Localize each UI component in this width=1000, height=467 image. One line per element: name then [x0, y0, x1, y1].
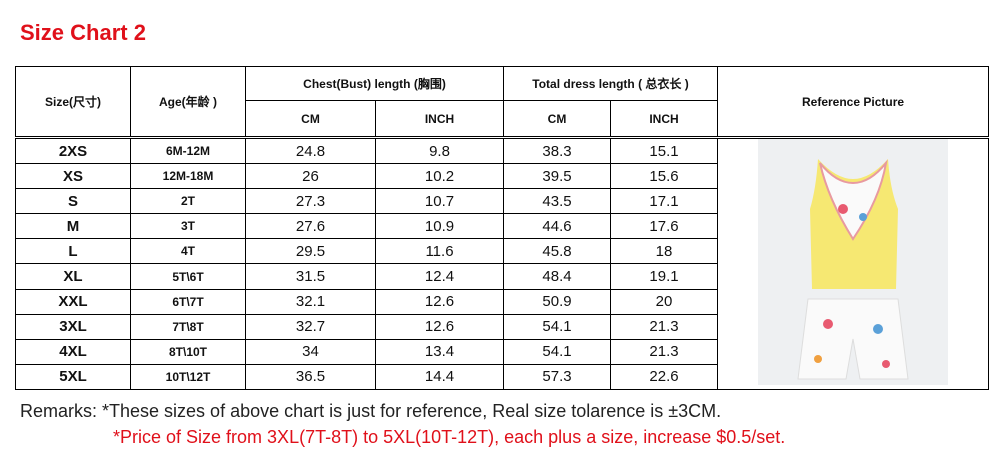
cell: L — [15, 238, 131, 265]
header-cell: INCH — [609, 100, 719, 138]
cell: 29.5 — [245, 238, 376, 265]
header-cell: Size(尺寸) — [15, 66, 131, 138]
header-cell: Reference Picture — [717, 66, 990, 138]
header-cell: Total dress length ( 总衣长 ) — [502, 66, 719, 101]
cell: 10T\12T — [130, 363, 246, 391]
data-row: 2XS 6M-12M 24.8 9.8 38.3 15.1 — [15, 135, 990, 390]
cell: XS — [15, 163, 131, 190]
cell: 34 — [245, 338, 376, 365]
title: Size Chart 2 — [20, 20, 146, 45]
picture-cell — [717, 136, 990, 390]
shorts — [797, 298, 909, 380]
cell: 21.3 — [609, 313, 719, 340]
cell: 3XL — [15, 313, 131, 340]
cell: 24.8 — [245, 135, 376, 165]
cell: 39.5 — [503, 163, 611, 190]
cell: 31.5 — [245, 263, 376, 290]
data-row: 4XL 8T\10T 34 13.4 54.1 21.3 — [15, 338, 989, 365]
cell: 43.5 — [503, 188, 611, 215]
bib — [819, 159, 888, 241]
cell: 50.9 — [503, 288, 611, 315]
print — [814, 355, 823, 363]
cell: 20 — [609, 288, 719, 315]
reference-picture — [758, 139, 949, 385]
cell: 57.3 — [503, 363, 611, 391]
cell: 45.8 — [503, 238, 611, 265]
cell: 13.4 — [375, 338, 504, 365]
header-row: Size(尺寸) Age(年龄 ) Chest(Bust) length (胸围… — [15, 66, 990, 138]
cell: 15.1 — [609, 135, 719, 165]
cell: 10.7 — [375, 188, 504, 215]
cell: 2XS — [15, 135, 131, 165]
header-cell: Age(年龄 ) — [130, 66, 246, 138]
cell: 12M-18M — [130, 163, 246, 190]
cell: 21.3 — [609, 338, 719, 365]
cell: 18 — [609, 238, 719, 265]
cell: 11.6 — [375, 238, 504, 265]
cell: M — [15, 213, 131, 240]
cell: 36.5 — [245, 363, 376, 391]
cell: 2T — [130, 188, 246, 215]
header-cell: CM — [503, 100, 611, 138]
cell: XXL — [15, 288, 131, 315]
remark: Remarks: *These sizes of above chart is … — [20, 401, 722, 421]
print — [859, 213, 868, 221]
cell: 14.4 — [375, 363, 504, 391]
cell: 8T\10T — [130, 338, 246, 365]
cell: 12.4 — [375, 263, 504, 290]
cell: 3T — [130, 213, 246, 240]
cell: 32.1 — [245, 288, 376, 315]
data-row: XS 12M-18M 26 10.2 39.5 15.6 — [15, 163, 989, 190]
cell: 5XL — [15, 363, 131, 391]
cell: 19.1 — [609, 263, 719, 290]
data-row: 5XL 10T\12T 36.5 14.4 57.3 22.6 — [15, 363, 989, 391]
cell: 26 — [245, 163, 376, 190]
print — [838, 204, 849, 214]
data-row: XXL 6T\7T 32.1 12.6 50.9 20 — [15, 288, 989, 315]
cell: 15.6 — [609, 163, 719, 190]
cell: 54.1 — [503, 338, 611, 365]
cell: 6M-12M — [130, 135, 246, 165]
header-cell: INCH — [375, 100, 504, 138]
header-cell: CM — [245, 100, 376, 138]
cell: 4XL — [15, 338, 131, 365]
cell: S — [15, 188, 131, 215]
data-row: XL 5T\6T 31.5 12.4 48.4 19.1 — [15, 263, 989, 290]
cell: 10.9 — [375, 213, 504, 240]
cell: 10.2 — [375, 163, 504, 190]
cell: 27.3 — [245, 188, 376, 215]
cell: 7T\8T — [130, 313, 246, 340]
data-row: S 2T 27.3 10.7 43.5 17.1 — [15, 188, 989, 215]
print — [823, 319, 834, 329]
data-row: L 4T 29.5 11.6 45.8 18 — [15, 238, 989, 265]
cell: 27.6 — [245, 213, 376, 240]
print — [873, 324, 884, 334]
cell: 54.1 — [503, 313, 611, 340]
cell: 48.4 — [503, 263, 611, 290]
cell: XL — [15, 263, 131, 290]
cell: 22.6 — [609, 363, 719, 391]
table-body: Size(尺寸) Age(年龄 ) Chest(Bust) length (胸围… — [15, 66, 990, 391]
data-row: M 3T 27.6 10.9 44.6 17.6 — [15, 213, 989, 240]
cell: 17.1 — [609, 188, 719, 215]
cell: 5T\6T — [130, 263, 246, 290]
cell: 44.6 — [503, 213, 611, 240]
cell: 9.8 — [375, 135, 504, 165]
cell: 32.7 — [245, 313, 376, 340]
data-row: 3XL 7T\8T 32.7 12.6 54.1 21.3 — [15, 313, 989, 340]
cell: 38.3 — [503, 135, 611, 165]
cell: 17.6 — [609, 213, 719, 240]
remark: *Price of Size from 3XL(7T-8T) to 5XL(10… — [113, 427, 786, 447]
cell: 6T\7T — [130, 288, 246, 315]
size-table: Size(尺寸) Age(年龄 ) Chest(Bust) length (胸围… — [15, 66, 990, 391]
header-cell: Chest(Bust) length (胸围) — [245, 66, 504, 101]
cell: 4T — [130, 238, 246, 265]
cell: 12.6 — [375, 288, 504, 315]
print — [882, 360, 891, 368]
cell: 12.6 — [375, 313, 504, 340]
header-row: CM INCH CM INCH — [16, 100, 989, 138]
